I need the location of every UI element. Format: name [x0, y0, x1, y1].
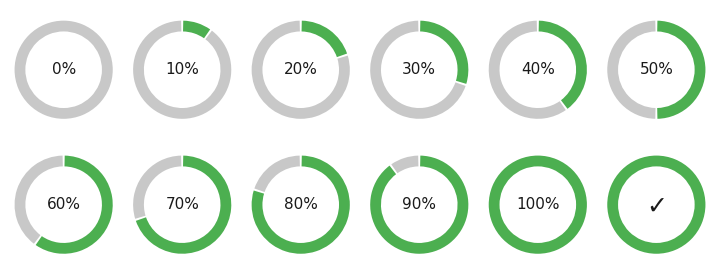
Wedge shape	[183, 21, 210, 38]
Text: 80%: 80%	[284, 197, 318, 212]
Wedge shape	[136, 156, 231, 254]
Wedge shape	[14, 156, 63, 244]
Wedge shape	[489, 21, 566, 119]
Wedge shape	[14, 21, 113, 119]
Text: 100%: 100%	[516, 197, 559, 212]
Wedge shape	[539, 21, 587, 109]
Wedge shape	[370, 156, 468, 254]
Wedge shape	[607, 21, 655, 119]
Text: ✓: ✓	[646, 195, 667, 219]
Wedge shape	[302, 21, 347, 57]
Wedge shape	[133, 156, 181, 219]
Text: 70%: 70%	[166, 197, 199, 212]
Text: 90%: 90%	[402, 197, 436, 212]
Wedge shape	[252, 156, 350, 254]
Text: 30%: 30%	[402, 62, 436, 77]
Wedge shape	[252, 21, 350, 119]
Wedge shape	[607, 156, 706, 254]
Wedge shape	[489, 156, 587, 254]
Text: 60%: 60%	[47, 197, 81, 212]
Wedge shape	[657, 21, 706, 119]
Wedge shape	[254, 156, 300, 192]
Text: 10%: 10%	[166, 62, 199, 77]
Wedge shape	[370, 21, 466, 119]
Wedge shape	[391, 156, 418, 173]
Text: 20%: 20%	[284, 62, 318, 77]
Wedge shape	[133, 21, 231, 119]
Text: 40%: 40%	[521, 62, 554, 77]
Wedge shape	[420, 21, 468, 84]
Wedge shape	[36, 156, 113, 254]
Text: 0%: 0%	[52, 62, 76, 77]
Text: 50%: 50%	[639, 62, 673, 77]
